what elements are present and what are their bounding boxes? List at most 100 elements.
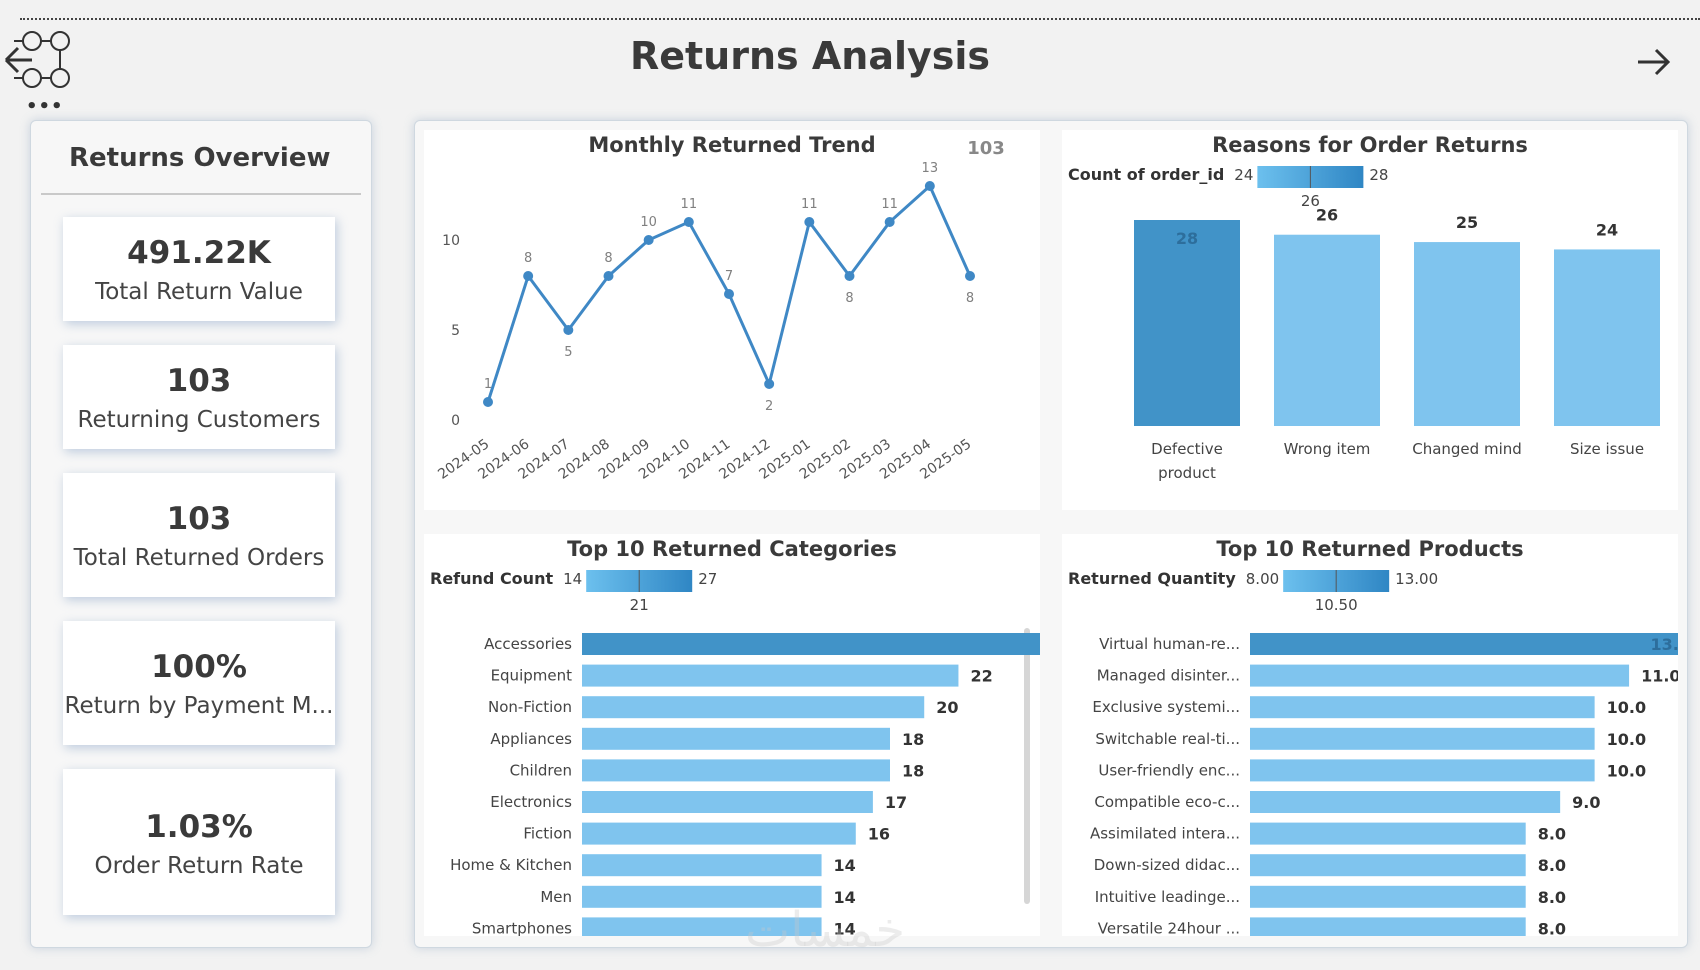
bar-value-label: 20	[936, 698, 958, 717]
kpi-card-total-returned-orders[interactable]: 103 Total Returned Orders	[63, 473, 335, 597]
kpi-value: 491.22K	[127, 235, 271, 271]
bar[interactable]	[582, 822, 856, 845]
data-point[interactable]	[965, 271, 975, 281]
y-category-label: Assimilated intera...	[1090, 825, 1240, 843]
y-category-label: Smartphones	[472, 919, 572, 936]
reasons-for-order-returns-chart[interactable]: Reasons for Order Returns Count of order…	[1062, 130, 1678, 510]
chart-title: Reasons for Order Returns	[1212, 133, 1528, 157]
kpi-value: 1.03%	[145, 809, 253, 845]
bar-value-label: 25	[1456, 213, 1478, 232]
data-point[interactable]	[643, 235, 654, 245]
data-point[interactable]	[724, 289, 734, 299]
bar[interactable]	[1414, 242, 1520, 426]
bar[interactable]	[582, 885, 822, 908]
top-10-returned-products-svg: Top 10 Returned Products Returned Quanti…	[1068, 537, 1678, 936]
legend-label: Returned Quantity	[1068, 569, 1236, 588]
bar[interactable]	[1250, 791, 1561, 813]
bar[interactable]	[582, 854, 822, 877]
top-10-returned-categories-svg: Top 10 Returned Categories Refund Count 1…	[430, 537, 1040, 936]
kpi-label: Total Return Value	[95, 279, 303, 305]
data-point[interactable]	[483, 397, 493, 407]
bar-value-label: 11.0	[1641, 667, 1678, 686]
bar-value-label: 22	[970, 667, 992, 686]
bar[interactable]	[582, 727, 890, 750]
bar[interactable]	[1134, 220, 1240, 426]
bar[interactable]	[1250, 759, 1595, 782]
bar[interactable]	[582, 791, 873, 813]
chart-title: Monthly Returned Trend	[588, 133, 875, 157]
bar[interactable]	[582, 633, 1040, 655]
bar-value-label: 10.0	[1607, 730, 1646, 749]
bar[interactable]	[1250, 885, 1526, 908]
x-category-label: Changed mind	[1412, 440, 1522, 458]
kpi-label: Return by Payment M...	[64, 693, 334, 719]
data-point[interactable]	[523, 271, 534, 281]
data-point[interactable]	[603, 271, 614, 281]
bar[interactable]	[1250, 633, 1678, 655]
y-category-label: Fiction	[523, 825, 572, 843]
legend-mid: 10.50	[1315, 596, 1358, 614]
x-category-label: Defective	[1151, 440, 1223, 458]
bar[interactable]	[1250, 917, 1526, 936]
back-arrow-icon[interactable]	[2, 30, 82, 100]
bar[interactable]	[582, 917, 822, 936]
reasons-for-order-returns-svg: Reasons for Order Returns Count of order…	[1068, 133, 1660, 482]
bar-value-label: 14	[834, 856, 856, 875]
bar[interactable]	[1274, 234, 1380, 426]
y-category-label: Home & Kitchen	[450, 856, 572, 874]
data-point[interactable]	[844, 271, 855, 281]
bar[interactable]	[1250, 822, 1526, 845]
bar-value-label: 8.0	[1538, 825, 1566, 844]
y-category-label: Electronics	[490, 793, 572, 811]
bar[interactable]	[582, 664, 959, 687]
kpi-card-total-return-value[interactable]: 491.22K Total Return Value	[63, 217, 335, 321]
bar[interactable]	[1554, 249, 1660, 426]
data-point[interactable]	[764, 379, 775, 389]
data-label: 11	[801, 197, 818, 212]
top-dotted-border	[20, 18, 1700, 20]
kpi-card-returning-customers[interactable]: 103 Returning Customers	[63, 345, 335, 449]
returns-overview-panel: Returns Overview 491.22K Total Return Va…	[30, 120, 372, 948]
top-10-returned-categories-chart[interactable]: Top 10 Returned Categories Refund Count 1…	[424, 534, 1040, 936]
bar-value-label: 8.0	[1538, 919, 1566, 936]
data-point[interactable]	[683, 217, 694, 227]
bar[interactable]	[1250, 727, 1595, 750]
data-point[interactable]	[884, 217, 895, 227]
data-point[interactable]	[804, 217, 815, 227]
data-point[interactable]	[924, 181, 935, 191]
bar-value-label: 28	[1176, 229, 1198, 248]
y-category-label: Down-sized didac...	[1094, 856, 1240, 874]
kpi-label: Order Return Rate	[94, 853, 304, 879]
bar-value-label: 26	[1316, 206, 1338, 225]
bar[interactable]	[1250, 696, 1595, 719]
x-category-label: Size issue	[1570, 440, 1644, 458]
bar-value-label: 8.0	[1538, 856, 1566, 875]
bar[interactable]	[582, 696, 925, 719]
bar[interactable]	[582, 759, 890, 782]
bar-value-label: 17	[885, 793, 907, 812]
sidebar-title: Returns Overview	[69, 143, 331, 173]
bar-value-label: 14	[834, 888, 856, 907]
monthly-returned-trend-chart[interactable]: Monthly Returned Trend 103 0 5 10 1 8 5 8 10 11 7…	[424, 130, 1040, 510]
y-category-label: Compatible eco-c...	[1094, 793, 1240, 811]
more-options-button[interactable]: •••	[26, 96, 64, 117]
forward-arrow-icon[interactable]	[1636, 44, 1672, 80]
bar[interactable]	[1250, 854, 1526, 877]
data-label: 7	[725, 269, 733, 284]
kpi-value: 103	[166, 363, 232, 399]
y-category-label: Intuitive leadinge...	[1095, 888, 1240, 906]
bar-value-label: 18	[902, 761, 924, 780]
y-category-label: Managed disinter...	[1097, 667, 1240, 685]
kpi-card-order-return-rate[interactable]: 1.03% Order Return Rate	[63, 769, 335, 915]
bar[interactable]	[1250, 664, 1630, 687]
page-title: Returns Analysis	[629, 34, 991, 78]
y-category-label: Exclusive systemi...	[1092, 698, 1240, 716]
legend-min: 14	[563, 570, 582, 588]
bar-value-label: 14	[834, 919, 856, 936]
data-point[interactable]	[563, 325, 574, 335]
legend-label: Count of order_id	[1068, 165, 1224, 184]
kpi-card-return-by-payment-method[interactable]: 100% Return by Payment M...	[63, 621, 335, 745]
data-label: 8	[524, 251, 532, 266]
top-10-returned-products-chart[interactable]: Top 10 Returned Products Returned Quanti…	[1062, 534, 1678, 936]
scrollbar[interactable]	[1024, 628, 1030, 904]
